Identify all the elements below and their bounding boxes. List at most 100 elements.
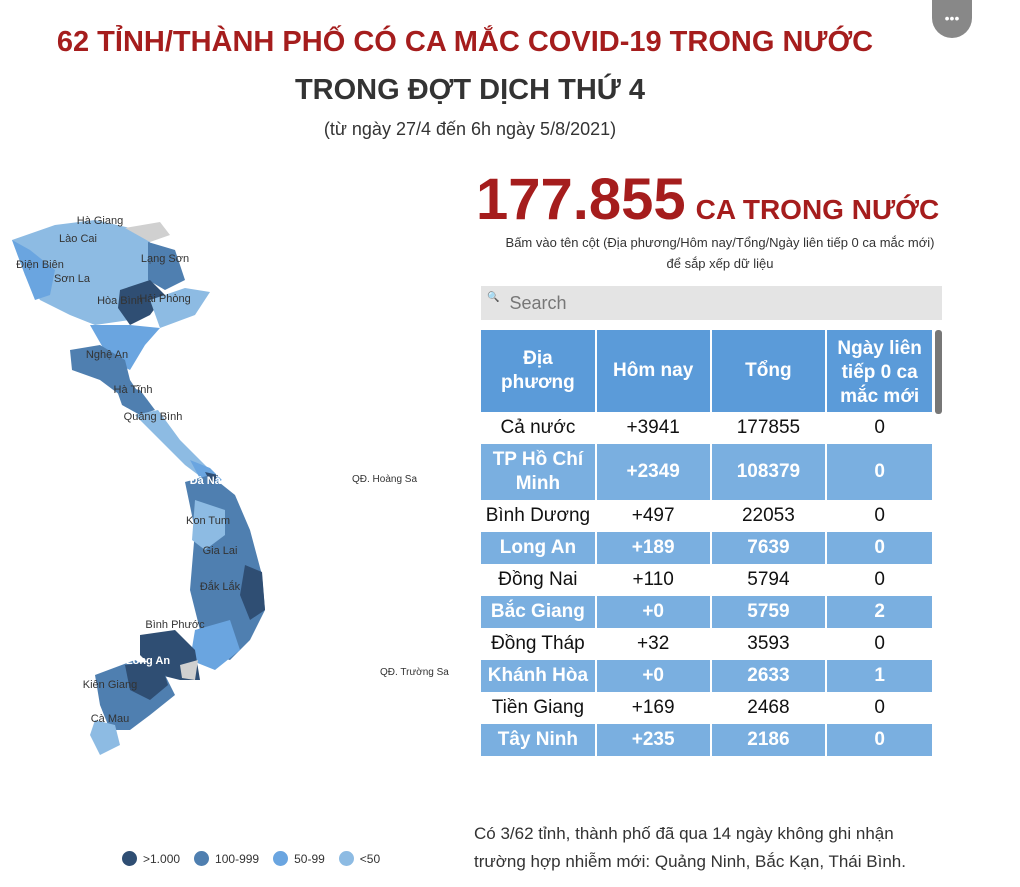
map-labels: Hà Giang Lào Cai Điện Biên Sơn La Lạng S… xyxy=(16,215,449,725)
footnote: Có 3/62 tỉnh, thành phố đã qua 14 ngày k… xyxy=(474,824,906,871)
region-northeast-gray xyxy=(125,222,170,242)
table-row[interactable]: Long An +189 7639 0 xyxy=(481,532,934,564)
data-table-container: Địa phương Hôm nay Tổng Ngày liên tiếp 0… xyxy=(481,330,934,790)
map-label: Đà Nẵng xyxy=(190,474,235,487)
cell-locality: Tiền Giang xyxy=(481,692,597,724)
cell-total: 177855 xyxy=(710,412,828,444)
map-label: Đắk Lắk xyxy=(200,580,241,593)
cell-today: +110 xyxy=(595,564,712,596)
region-dien-bien xyxy=(12,240,55,300)
cell-today: +235 xyxy=(595,724,712,756)
legend-swatch xyxy=(194,851,210,866)
cell-zero-days: 1 xyxy=(826,660,934,692)
title-line2: TRONG ĐỢT DỊCH THỨ 4 xyxy=(294,74,646,106)
map-label-hoang-sa: QĐ. Hoàng Sa xyxy=(352,474,417,485)
legend-swatch xyxy=(273,851,289,866)
cell-zero-days: 2 xyxy=(826,596,934,628)
map-label: Điện Biên xyxy=(16,259,64,271)
cell-zero-days: 0 xyxy=(826,532,934,564)
region-ca-mau xyxy=(90,720,120,755)
cell-locality: Cả nước xyxy=(481,412,597,444)
map-label: Cà Mau xyxy=(91,713,130,725)
total-cases: 177.855 CA TRONG NƯỚC xyxy=(476,166,939,233)
region-northwest xyxy=(12,220,150,325)
cell-total: 3593 xyxy=(710,628,828,660)
legend-swatch xyxy=(338,851,354,866)
title-line1: 62 TỈNH/THÀNH PHỐ CÓ CA MẮC COVID-19 TRO… xyxy=(56,26,874,58)
legend-label: <50 xyxy=(359,851,381,866)
region-lang-son xyxy=(148,242,185,290)
map-regions xyxy=(12,220,265,755)
region-hcm-gray xyxy=(180,660,198,680)
region-long-an xyxy=(125,660,168,700)
subtitle: (từ ngày 27/4 đến 6h ngày 5/8/2021) xyxy=(323,119,617,139)
map-label: Bình Phước xyxy=(145,619,205,631)
table-row[interactable]: Đồng Tháp +32 3593 0 xyxy=(481,628,934,660)
cell-locality: TP Hồ Chí Minh xyxy=(481,444,597,500)
map-label: Long An xyxy=(126,655,170,667)
region-nghe-an xyxy=(70,345,140,395)
map-label: Kiên Giang xyxy=(83,679,137,691)
table-row[interactable]: Đồng Nai +110 5794 0 xyxy=(481,564,934,596)
column-header-total[interactable]: Tổng xyxy=(710,330,828,412)
legend-swatch xyxy=(122,851,137,866)
map-label: Sơn La xyxy=(54,273,91,285)
cell-total: 5759 xyxy=(710,596,828,628)
column-header-zero-days[interactable]: Ngày liên tiếp 0 ca mắc mới xyxy=(826,330,934,412)
cell-zero-days: 0 xyxy=(826,692,934,724)
region-khanh-hoa xyxy=(240,565,265,620)
more-options-button[interactable]: ••• xyxy=(932,0,972,38)
search-bar[interactable]: 🔍 xyxy=(481,286,942,320)
region-da-nang xyxy=(205,472,218,485)
table-row[interactable]: Bắc Giang +0 5759 2 xyxy=(481,596,934,628)
map-label: Nghệ An xyxy=(86,349,128,361)
cell-locality: Bắc Giang xyxy=(481,596,597,628)
map-label: Hòa Bình xyxy=(97,295,143,307)
cell-total: 2468 xyxy=(710,692,828,724)
table-scrollbar[interactable] xyxy=(935,330,942,414)
cell-today: +169 xyxy=(595,692,712,724)
cell-today: +0 xyxy=(595,596,712,628)
region-ha-tinh xyxy=(115,385,155,415)
cell-locality: Long An xyxy=(481,532,597,564)
search-input[interactable] xyxy=(507,291,912,315)
column-header-today[interactable]: Hôm nay xyxy=(595,330,712,412)
cell-today: +189 xyxy=(595,532,712,564)
cell-zero-days: 0 xyxy=(826,444,934,500)
table-row[interactable]: TP Hồ Chí Minh +2349 108379 0 xyxy=(481,444,934,500)
cell-today: +32 xyxy=(595,628,712,660)
region-hanoi xyxy=(118,280,165,325)
cell-locality: Tây Ninh xyxy=(481,724,597,756)
column-header-locality[interactable]: Địa phương xyxy=(481,330,597,412)
cell-today: +497 xyxy=(595,500,712,532)
map-label: Hải Phòng xyxy=(139,293,190,305)
legend-label: >1.000 xyxy=(143,851,181,866)
map-label: Hà Tĩnh xyxy=(114,384,153,396)
cell-total: 2633 xyxy=(710,660,828,692)
table-row[interactable]: Bình Dương +497 22053 0 xyxy=(481,500,934,532)
table-row[interactable]: Tiền Giang +169 2468 0 xyxy=(481,692,934,724)
vietnam-map: Hà Giang Lào Cai Điện Biên Sơn La Lạng S… xyxy=(12,215,449,755)
region-hai-phong xyxy=(150,288,210,328)
cell-today: +0 xyxy=(595,660,712,692)
map-label: Quảng Bình xyxy=(124,411,183,423)
data-table: Địa phương Hôm nay Tổng Ngày liên tiếp 0… xyxy=(481,330,934,756)
sort-hint: Bấm vào tên cột (Địa phương/Hôm nay/Tổng… xyxy=(505,235,935,271)
cell-total: 2186 xyxy=(710,724,828,756)
map-label: Lạng Sơn xyxy=(141,253,189,265)
table-row[interactable]: Cả nước +3941 177855 0 xyxy=(481,412,934,444)
map-label: Hà Giang xyxy=(77,215,123,227)
map-label: Gia Lai xyxy=(203,545,238,557)
cell-today: +2349 xyxy=(595,444,712,500)
cell-total: 22053 xyxy=(710,500,828,532)
map-label: Kon Tum xyxy=(186,515,230,527)
region-lam-dong xyxy=(190,620,240,670)
cell-total: 5794 xyxy=(710,564,828,596)
table-row[interactable]: Khánh Hòa +0 2633 1 xyxy=(481,660,934,692)
map-label: Lào Cai xyxy=(59,233,97,245)
search-icon: 🔍 xyxy=(487,292,500,303)
region-thanh-hoa xyxy=(90,325,160,370)
cell-locality: Khánh Hòa xyxy=(481,660,597,692)
cell-locality: Đồng Tháp xyxy=(481,628,597,660)
table-row[interactable]: Tây Ninh +235 2186 0 xyxy=(481,724,934,756)
